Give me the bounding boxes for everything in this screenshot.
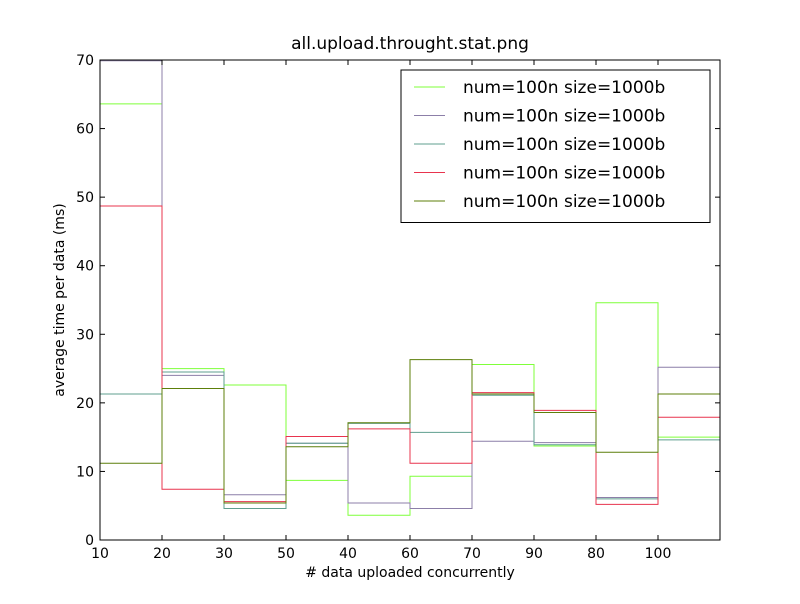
series-layer <box>100 60 720 516</box>
y-tick-label: 30 <box>76 327 94 343</box>
y-tick-label: 20 <box>76 396 94 412</box>
legend-label-3: num=100n size=1000b <box>463 135 665 155</box>
chart-title: all.upload.throught.stat.png <box>291 34 529 54</box>
x-tick-label: 50 <box>277 546 295 562</box>
y-tick-label: 40 <box>76 259 94 275</box>
legend-label-2: num=100n size=1000b <box>463 107 665 127</box>
x-tick-label: 60 <box>401 546 419 562</box>
y-tick-label: 60 <box>76 122 94 138</box>
x-axis-label: # data uploaded concurrently <box>305 565 515 581</box>
x-tick-label: 10 <box>91 546 109 562</box>
y-axis-label: average time per data (ms) <box>52 203 68 396</box>
x-tick-label: 100 <box>645 546 672 562</box>
legend-label-1: num=100n size=1000b <box>463 78 665 98</box>
y-tick-label: 10 <box>76 464 94 480</box>
legend-box <box>400 69 711 223</box>
y-tick-label: 70 <box>76 53 94 69</box>
y-tick-label: 50 <box>76 190 94 206</box>
x-tick-label: 20 <box>153 546 171 562</box>
x-tick-label: 30 <box>215 546 233 562</box>
legend-label-5: num=100n size=1000b <box>463 192 665 212</box>
series-line-1 <box>100 103 720 516</box>
plot-frame <box>99 59 721 541</box>
x-tick-label: 70 <box>463 546 481 562</box>
x-tick-label: 90 <box>525 546 543 562</box>
legend: num=100n size=1000b num=100n size=1000b nu… <box>400 69 711 223</box>
series-line-5 <box>100 359 720 504</box>
x-tick-label: 80 <box>587 546 605 562</box>
legend-label-4: num=100n size=1000b <box>463 164 665 184</box>
x-tick-label: 40 <box>339 546 357 562</box>
y-tick-label: 0 <box>85 533 94 549</box>
